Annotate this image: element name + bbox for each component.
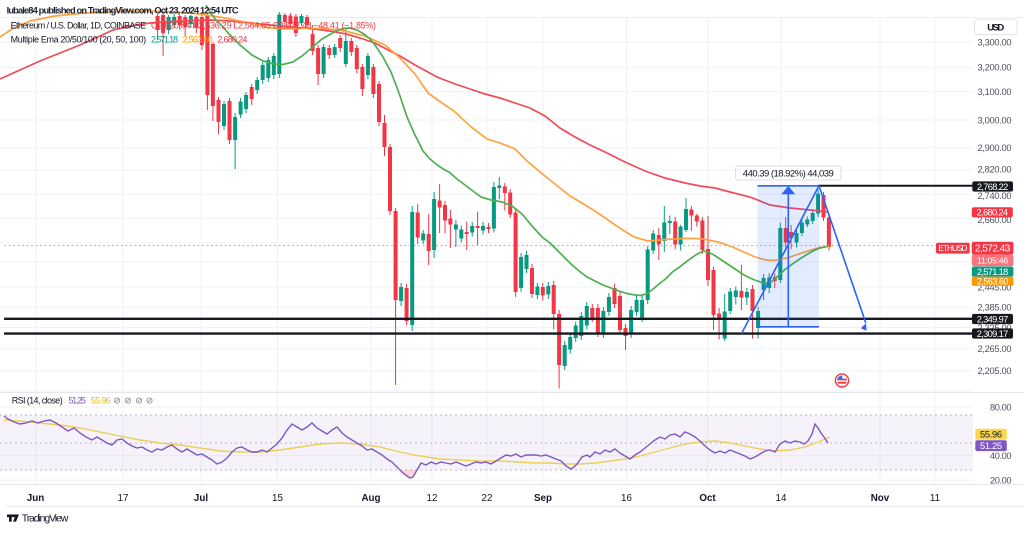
svg-text:17: 17 [118,493,129,504]
svg-text:Nov: Nov [871,493,890,504]
svg-text:Jun: Jun [27,493,44,504]
svg-text:55.96: 55.96 [980,430,1002,440]
svg-text:40.00: 40.00 [990,451,1012,461]
svg-text:20.00: 20.00 [990,475,1012,485]
svg-text:ETHUSD: ETHUSD [938,244,967,253]
svg-text:22: 22 [482,493,493,504]
svg-text:Jul: Jul [194,493,208,504]
svg-text:2,660.00: 2,660.00 [978,215,1012,225]
svg-text:O2,620.84 H2,636.29 L2,564.65: O2,620.84 H2,636.29 L2,564.65 C2,572.43 … [151,21,376,31]
svg-text:2,205.00: 2,205.00 [978,366,1012,376]
svg-text:2,265.00: 2,265.00 [978,344,1012,354]
svg-text:14: 14 [776,493,787,504]
svg-text:2,571.18: 2,571.18 [977,267,1009,277]
svg-text:55.96: 55.96 [91,396,111,406]
svg-text:2,680.24: 2,680.24 [217,34,247,44]
svg-text:11: 11 [930,493,940,504]
svg-text:Multiple Ema 20/50/100 (20, 50: Multiple Ema 20/50/100 (20, 50, 100) [11,34,147,44]
svg-text:TradingView: TradingView [22,513,69,525]
svg-text:Aug: Aug [361,493,380,504]
svg-text:2,571.18: 2,571.18 [151,34,178,44]
svg-text:2,820.00: 2,820.00 [978,164,1012,174]
svg-text:2,325.00: 2,325.00 [978,323,1012,333]
svg-text:3,300.00: 3,300.00 [978,37,1012,47]
svg-text:2,768.22: 2,768.22 [977,182,1009,192]
svg-text:2,680.24: 2,680.24 [977,208,1009,218]
svg-text:2,309.17: 2,309.17 [977,329,1009,339]
svg-text:11:05:46: 11:05:46 [977,255,1008,265]
svg-text:2,900.00: 2,900.00 [978,143,1012,153]
svg-text:2,385.00: 2,385.00 [978,303,1012,313]
svg-text:3,200.00: 3,200.00 [978,63,1012,73]
svg-text:2,563.60: 2,563.60 [977,276,1009,286]
svg-text:Ethereum / U.S. Dollar, 1D, CO: Ethereum / U.S. Dollar, 1D, COINBASE [11,21,147,31]
svg-text:2,572.43: 2,572.43 [975,244,1011,255]
svg-text:3,100.00: 3,100.00 [978,87,1012,97]
svg-text:51.25: 51.25 [68,396,86,406]
svg-text:80.00: 80.00 [990,402,1012,412]
svg-text:16: 16 [621,493,632,504]
svg-text:2,349.97: 2,349.97 [977,314,1009,324]
svg-text:15: 15 [272,493,283,504]
svg-text:USD: USD [987,22,1004,33]
svg-text:lubale84 published on TradingV: lubale84 published on TradingView.com, O… [7,5,239,15]
svg-text:2,563.60: 2,563.60 [183,34,213,44]
svg-text:2,445.00: 2,445.00 [978,283,1012,293]
svg-text:12: 12 [427,493,438,504]
svg-text:2,740.00: 2,740.00 [978,191,1012,201]
svg-text:RSI (14, close): RSI (14, close) [12,396,63,406]
svg-text:51.25: 51.25 [980,441,1002,451]
svg-text:3,000.00: 3,000.00 [978,115,1012,125]
svg-text:440.39 (18.92%) 44,039: 440.39 (18.92%) 44,039 [743,168,834,179]
svg-text:Oct: Oct [699,493,716,504]
svg-text:Sep: Sep [534,493,552,504]
